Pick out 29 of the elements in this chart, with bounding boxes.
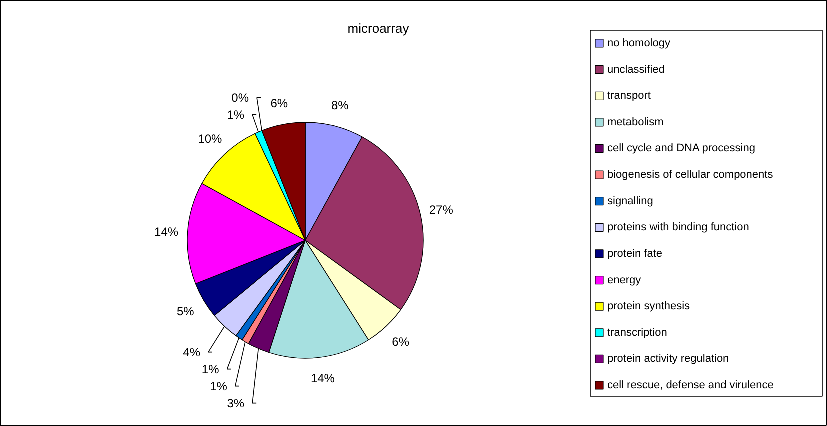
- chart-title: microarray: [348, 21, 410, 36]
- data-label: 14%: [154, 224, 179, 239]
- data-label: 8%: [331, 98, 350, 113]
- legend-label: protein activity regulation: [608, 353, 730, 366]
- legend-label: transcription: [608, 326, 668, 339]
- data-label: 3%: [227, 396, 245, 410]
- legend-label: metabolism: [608, 116, 664, 128]
- legend-label: protein fate: [608, 248, 663, 260]
- legend-label: proteins with binding function: [608, 222, 750, 234]
- data-label: 27%: [429, 203, 454, 218]
- data-label: 1%: [210, 379, 228, 394]
- legend-label: cell cycle and DNA processing: [608, 142, 756, 155]
- data-label: 1%: [202, 362, 220, 376]
- data-label: 4%: [183, 345, 201, 360]
- legend-label: protein synthesis: [608, 300, 691, 313]
- legend-label: energy: [608, 274, 642, 286]
- data-label: 5%: [176, 304, 195, 318]
- legend-label: unclassified: [608, 64, 665, 76]
- legend-label: transport: [608, 90, 651, 102]
- data-label: 1%: [227, 108, 245, 122]
- legend-label: no homology: [608, 38, 671, 50]
- data-label: 6%: [392, 335, 410, 349]
- legend-label: biogenesis of cellular components: [608, 169, 774, 182]
- legend-label: signalling: [608, 195, 654, 208]
- data-label: 14%: [310, 372, 336, 386]
- legend-label: cell rescue, defense and virulence: [608, 380, 774, 392]
- data-label: 6%: [270, 96, 288, 111]
- text: 0%: [232, 90, 250, 105]
- data-label: 10%: [198, 132, 223, 146]
